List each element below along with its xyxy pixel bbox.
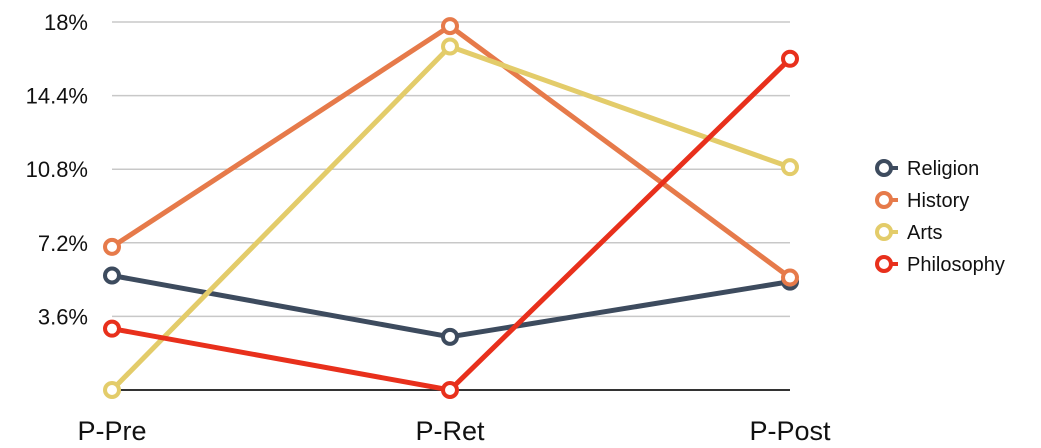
data-point-history bbox=[441, 17, 459, 36]
data-point-history bbox=[781, 268, 799, 287]
y-tick-label: 18% bbox=[44, 10, 88, 35]
data-point-religion bbox=[441, 327, 459, 346]
legend-item-history: History bbox=[875, 190, 969, 212]
series-religion bbox=[103, 266, 799, 346]
y-axis-tick-labels: 3.6% 7.2% 10.8% 14.4% 18% bbox=[26, 10, 88, 329]
x-category-label: P-Ret bbox=[415, 416, 485, 446]
series-lines bbox=[103, 17, 799, 399]
x-category-label: P-Post bbox=[749, 416, 831, 446]
data-point-arts bbox=[781, 158, 799, 177]
legend-label: Religion bbox=[907, 158, 979, 180]
data-point-arts bbox=[441, 37, 459, 56]
y-tick-label: 10.8% bbox=[26, 157, 88, 182]
series-philosophy bbox=[103, 49, 799, 399]
legend-marker bbox=[875, 255, 893, 273]
legend-label: Arts bbox=[907, 222, 943, 244]
data-point-philosophy bbox=[441, 381, 459, 399]
data-point-philosophy bbox=[781, 49, 799, 68]
legend-item-arts: Arts bbox=[875, 222, 943, 244]
legend-item-philosophy: Philosophy bbox=[875, 254, 1005, 276]
data-point-arts bbox=[103, 381, 121, 399]
y-tick-label: 7.2% bbox=[38, 231, 88, 256]
legend-label: History bbox=[907, 190, 969, 212]
legend-label: Philosophy bbox=[907, 254, 1005, 276]
x-category-label: P-Pre bbox=[77, 416, 146, 446]
legend-marker bbox=[875, 223, 893, 241]
legend: Religion History Arts Philosophy bbox=[875, 158, 1005, 276]
x-axis-category-labels: P-Pre P-Ret P-Post bbox=[77, 416, 831, 446]
data-point-religion bbox=[103, 266, 121, 285]
series-line-history bbox=[109, 23, 793, 281]
series-history bbox=[103, 17, 799, 287]
data-point-history bbox=[103, 237, 121, 256]
series-arts bbox=[103, 37, 799, 399]
y-tick-label: 14.4% bbox=[26, 84, 88, 109]
data-point-philosophy bbox=[103, 319, 121, 338]
legend-marker bbox=[875, 191, 893, 209]
y-tick-label: 3.6% bbox=[38, 304, 88, 329]
legend-item-religion: Religion bbox=[875, 158, 979, 180]
legend-marker bbox=[875, 159, 893, 177]
grid-lines bbox=[112, 21, 790, 318]
